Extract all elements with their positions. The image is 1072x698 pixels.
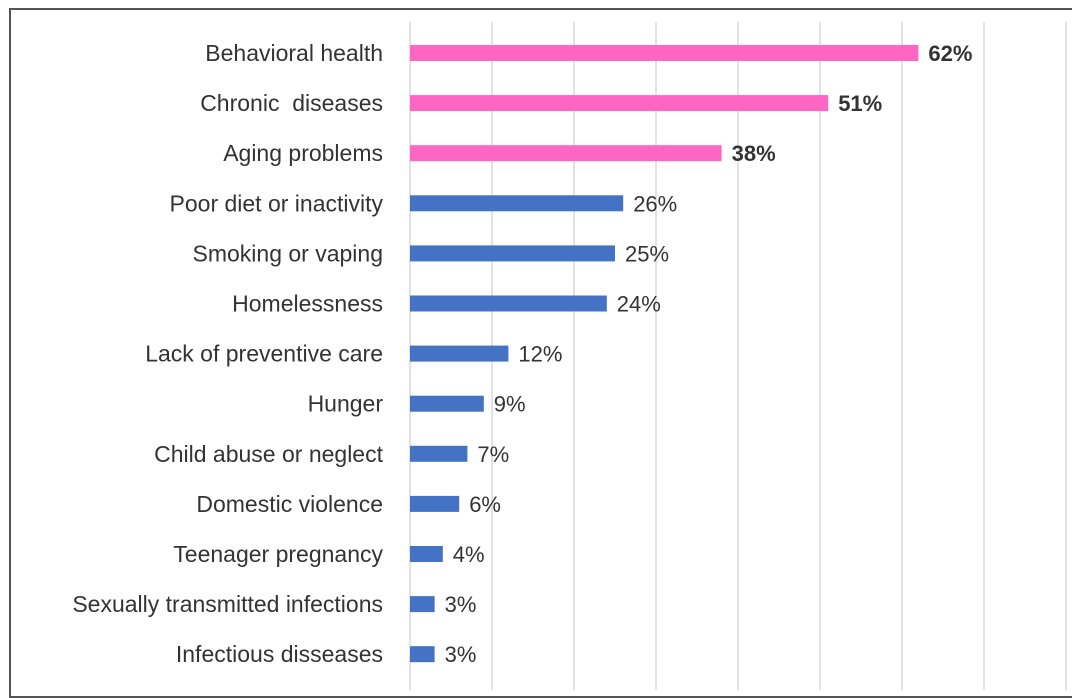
- category-label: Domestic violence: [196, 491, 383, 517]
- category-label: Behavioral health: [205, 40, 383, 66]
- category-label: Aging problems: [223, 140, 383, 166]
- chart-frame: [9, 8, 1072, 698]
- category-label: Teenager pregnancy: [173, 541, 383, 567]
- value-label: 7%: [477, 442, 509, 467]
- value-label: 4%: [453, 542, 485, 567]
- category-label: Infectious disseases: [176, 641, 383, 667]
- value-label: 25%: [625, 241, 669, 266]
- value-label: 3%: [445, 592, 477, 617]
- category-label: Smoking or vaping: [193, 240, 384, 266]
- category-label: Lack of preventive care: [145, 341, 383, 367]
- bar: [410, 345, 509, 362]
- category-label: Chronic diseases: [200, 90, 383, 116]
- value-label: 6%: [469, 492, 501, 517]
- bar: [410, 445, 468, 462]
- value-label: 9%: [494, 392, 526, 417]
- bar: [410, 546, 443, 562]
- category-label: Homelessness: [232, 291, 383, 317]
- bar: [410, 45, 919, 61]
- category-label: Hunger: [308, 391, 384, 417]
- bar: [410, 245, 615, 262]
- bar: [410, 95, 829, 112]
- bar: [410, 145, 722, 162]
- value-label: 62%: [928, 41, 972, 66]
- value-label: 12%: [518, 342, 562, 367]
- bar: [410, 596, 435, 613]
- value-label: 26%: [633, 191, 677, 216]
- bar: [410, 495, 460, 512]
- bar: [410, 195, 624, 212]
- value-label: 51%: [838, 91, 882, 116]
- bar: [410, 295, 607, 312]
- value-label: 3%: [445, 642, 477, 667]
- category-label: Child abuse or neglect: [154, 441, 383, 467]
- bar: [410, 395, 484, 412]
- category-label: Sexually transmitted infections: [72, 591, 383, 617]
- category-labels: Behavioral health Chronic diseases Aging p…: [72, 40, 383, 667]
- value-label: 38%: [732, 141, 776, 166]
- value-labels: 62% 51% 38% 26% 25% 24% 12% 9% 7% 6% 4% 3% 3%: [445, 41, 973, 667]
- bar: [410, 646, 435, 663]
- value-label: 24%: [617, 292, 661, 317]
- category-label: Poor diet or inactivity: [170, 190, 384, 216]
- bars: [410, 45, 919, 663]
